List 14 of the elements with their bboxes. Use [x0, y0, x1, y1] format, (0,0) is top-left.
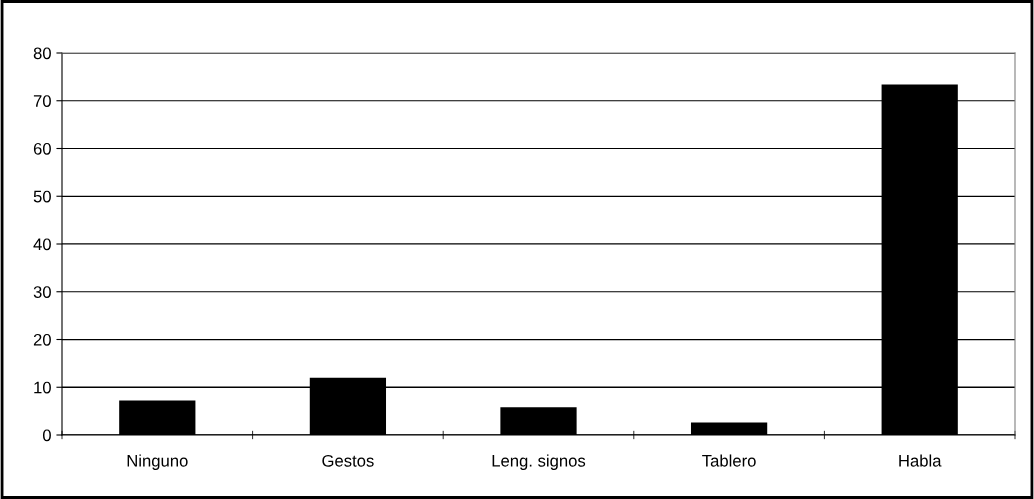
x-tick-label: Tablero: [702, 454, 756, 467]
y-tick-label: 10: [34, 381, 51, 394]
y-tick-label: 60: [33, 142, 51, 155]
y-tick-label: 0: [42, 429, 51, 442]
x-tick-label: Gestos: [322, 454, 374, 467]
x-tick-label: Leng. signos: [492, 454, 586, 470]
x-tick-label: Habla: [899, 454, 942, 467]
y-tick-label: 30: [33, 286, 51, 298]
y-tick-label: 50: [33, 190, 51, 203]
x-tick-label: Ninguno: [127, 454, 188, 470]
y-tick-label: 80: [33, 47, 51, 60]
y-tick-label: 20: [33, 333, 51, 346]
y-tick-label: 70: [33, 95, 51, 107]
y-tick-label: 40: [33, 238, 51, 251]
